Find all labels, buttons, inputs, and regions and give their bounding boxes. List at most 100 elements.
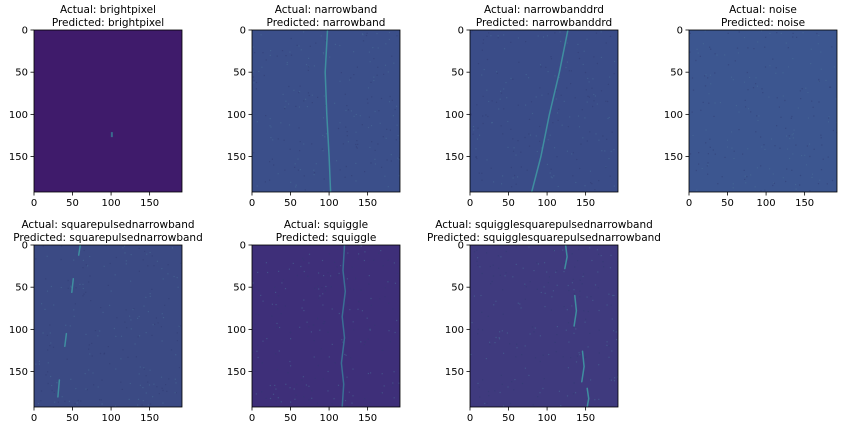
noise-speck [284, 169, 286, 171]
noise-speck [391, 99, 393, 101]
noise-speck [278, 270, 280, 272]
noise-speck [281, 282, 283, 284]
noise-speck [791, 134, 793, 136]
noise-speck [37, 403, 40, 405]
noise-speck [154, 323, 156, 325]
noise-speck [333, 398, 335, 400]
noise-speck [258, 70, 260, 73]
noise-speck [511, 381, 513, 383]
noise-speck [115, 368, 117, 370]
noise-speck [572, 278, 574, 280]
noise-speck [571, 282, 573, 284]
noise-speck [277, 173, 279, 175]
noise-speck [528, 77, 530, 79]
noise-speck [557, 185, 559, 188]
noise-speck [822, 158, 824, 160]
noise-speck [47, 371, 49, 373]
subplot-title-predicted: Predicted: squarepulsednarrowband [13, 232, 203, 244]
noise-speck [370, 297, 372, 300]
noise-speck [494, 390, 496, 392]
noise-speck [549, 172, 551, 174]
noise-speck [504, 48, 506, 50]
noise-speck [602, 135, 604, 137]
noise-speck [290, 365, 292, 367]
noise-speck [702, 101, 704, 103]
noise-speck [322, 378, 324, 380]
heatmap-background [34, 245, 182, 407]
noise-speck [590, 182, 592, 184]
noise-speck [583, 273, 585, 275]
noise-speck [491, 280, 493, 283]
noise-speck [476, 157, 478, 160]
noise-speck [769, 168, 771, 170]
noise-speck [256, 350, 258, 352]
noise-speck [56, 382, 58, 384]
noise-speck [577, 115, 580, 117]
noise-speck [347, 304, 349, 306]
noise-speck [776, 125, 778, 127]
noise-speck [610, 304, 612, 306]
noise-speck [338, 272, 340, 274]
noise-speck [807, 117, 809, 119]
noise-speck [149, 403, 152, 405]
noise-speck [322, 323, 325, 325]
noise-speck [566, 42, 568, 44]
noise-speck [284, 106, 286, 108]
noise-speck [575, 392, 577, 394]
noise-speck [388, 302, 390, 304]
noise-speck [613, 380, 616, 382]
axes-frame [469, 244, 619, 408]
noise-speck [353, 74, 355, 76]
noise-speck [337, 274, 339, 276]
noise-speck [579, 279, 581, 281]
noise-speck [53, 304, 55, 306]
noise-speck [164, 304, 166, 306]
noise-speck [482, 42, 484, 44]
noise-speck [374, 324, 376, 326]
noise-speck [368, 51, 370, 53]
noise-speck [126, 327, 128, 329]
noise-speck [534, 357, 537, 359]
noise-speck [276, 55, 278, 57]
noise-speck [505, 272, 507, 274]
noise-speck [575, 181, 577, 184]
noise-speck [537, 396, 539, 398]
noise-speck [87, 265, 89, 267]
noise-speck [747, 47, 749, 49]
noise-speck [484, 402, 486, 405]
noise-speck [102, 311, 104, 313]
noise-speck [392, 384, 394, 386]
y-tick-label: 100 [227, 325, 246, 336]
noise-speck [600, 31, 602, 33]
noise-speck [315, 163, 317, 165]
noise-speck [366, 32, 368, 34]
y-tick-label: 50 [15, 283, 28, 294]
noise-speck [556, 284, 558, 286]
noise-speck [134, 343, 136, 345]
noise-speck [471, 30, 473, 32]
noise-speck [572, 326, 575, 328]
noise-speck [555, 351, 557, 353]
noise-speck [321, 287, 323, 289]
noise-speck [369, 402, 371, 404]
subplot-title-actual: Actual: squarepulsednarrowband [21, 219, 194, 231]
noise-speck [387, 186, 389, 188]
noise-speck [556, 334, 558, 336]
noise-speck [504, 275, 506, 277]
noise-speck [502, 313, 504, 315]
noise-speck [349, 79, 351, 81]
noise-speck [85, 291, 87, 293]
noise-speck [49, 345, 51, 347]
noise-speck [835, 98, 837, 100]
noise-speck [752, 87, 755, 89]
noise-speck [747, 108, 750, 110]
noise-speck [280, 401, 282, 403]
noise-speck [609, 35, 612, 37]
noise-speck [797, 107, 799, 109]
noise-speck [142, 387, 144, 389]
noise-speck [819, 179, 821, 181]
noise-speck [816, 32, 818, 35]
noise-speck [347, 109, 350, 111]
noise-speck [275, 353, 277, 355]
